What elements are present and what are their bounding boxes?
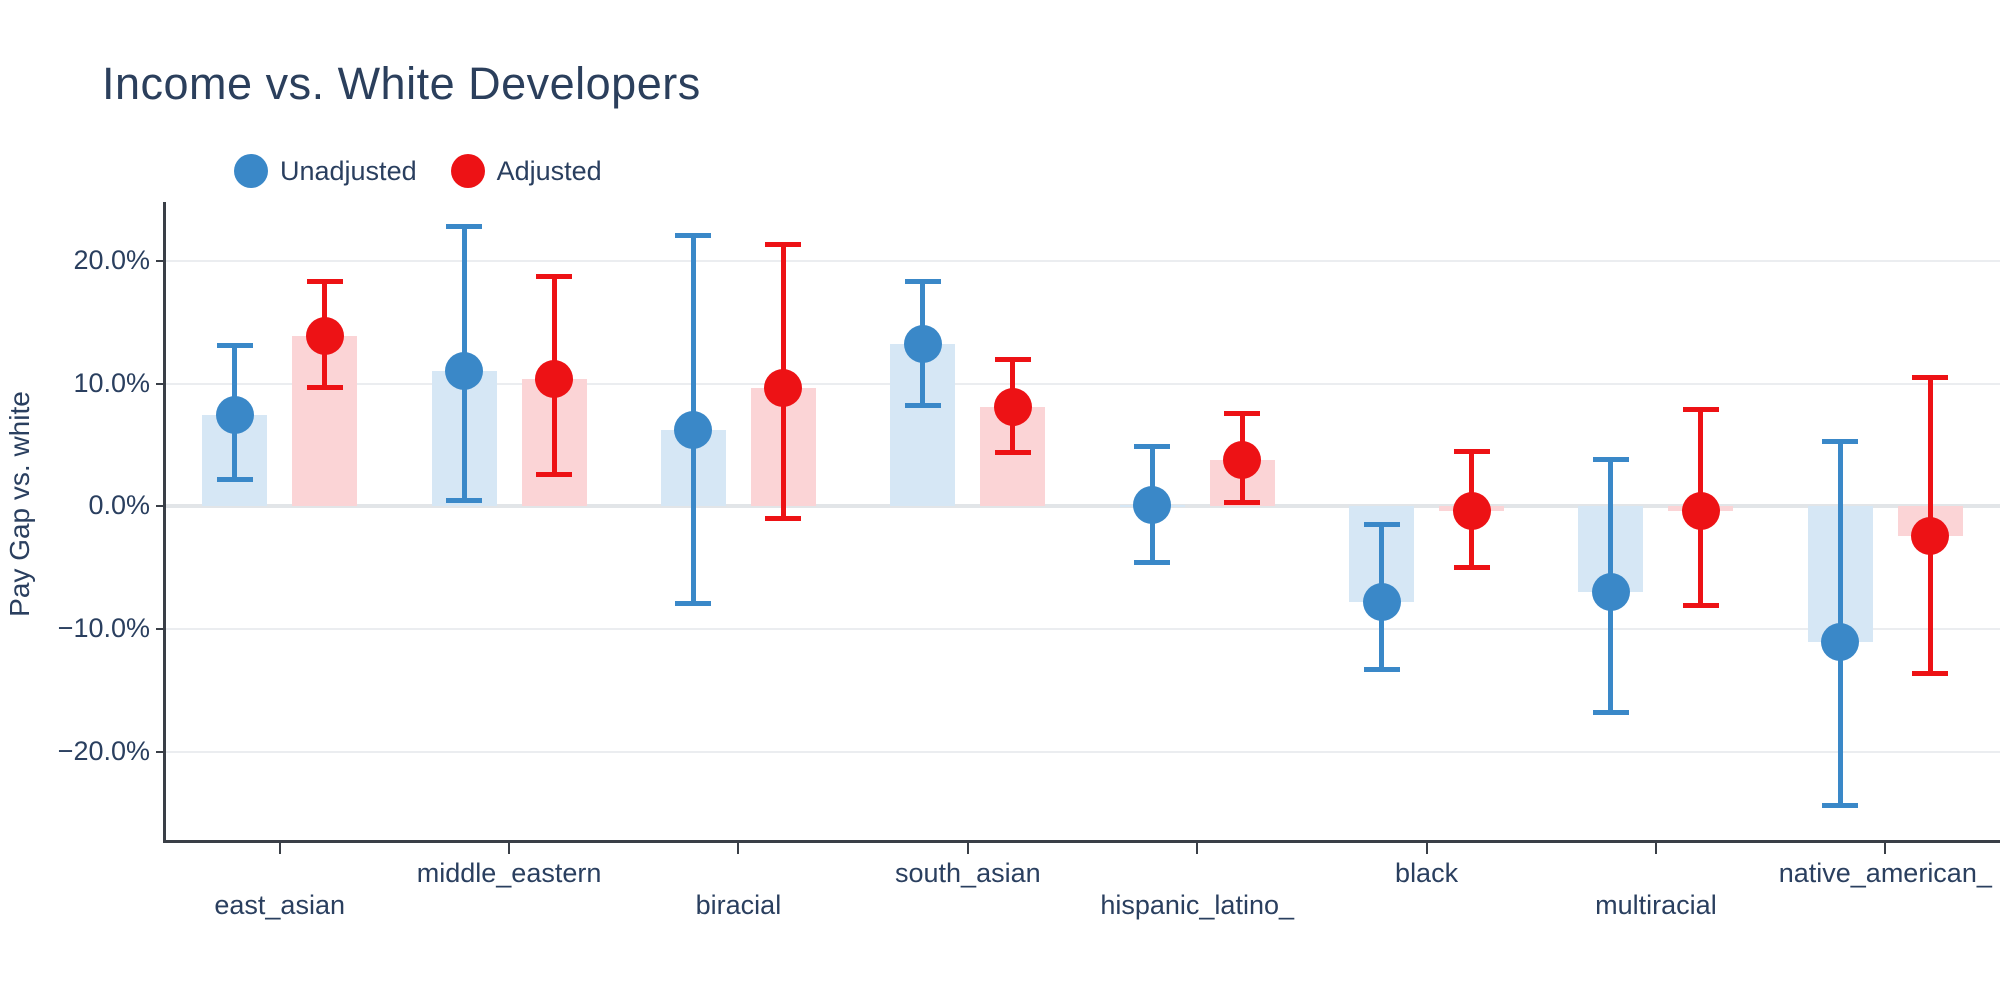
x-tick-mark: [508, 843, 511, 854]
y-tick-label: 20.0%: [73, 244, 150, 275]
x-tick-mark: [1425, 843, 1428, 854]
x-tick-label: east_asian: [214, 890, 345, 920]
adjusted-data-point: [1681, 492, 1720, 531]
error-bar-cap-bottom: [1682, 603, 1719, 609]
error-bar-cap-bottom: [446, 497, 483, 503]
error-bar-line: [1837, 441, 1843, 806]
legend: Unadjusted Adjusted: [234, 153, 602, 189]
gridline: [165, 627, 2000, 630]
error-bar-cap-top: [536, 274, 573, 280]
gridline: [165, 750, 2000, 753]
error-bar-cap-top: [216, 343, 253, 349]
error-bar-cap-bottom: [216, 476, 253, 482]
legend-item-unadjusted[interactable]: Unadjusted: [234, 154, 417, 188]
unadjusted-data-point: [1821, 623, 1860, 662]
error-bar-cap-bottom: [1453, 565, 1490, 571]
legend-label-adjusted: Adjusted: [496, 155, 602, 186]
y-tick-label: −10.0%: [57, 612, 150, 643]
adjusted-marker-icon: [450, 154, 485, 188]
error-bar-cap-top: [1592, 457, 1629, 463]
legend-item-adjusted[interactable]: Adjusted: [450, 154, 602, 188]
error-bar-cap-top: [765, 242, 802, 248]
x-tick-mark: [966, 843, 969, 854]
chart-title: Income vs. White Developers: [102, 58, 701, 109]
gridline: [165, 382, 2000, 385]
error-bar-cap-top: [1682, 406, 1719, 412]
adjusted-data-point: [1452, 492, 1491, 531]
error-bar-cap-bottom: [1224, 500, 1261, 506]
unadjusted-marker-icon: [234, 154, 268, 188]
error-bar-cap-bottom: [1592, 709, 1629, 715]
x-tick-mark: [1196, 843, 1199, 854]
error-bar-cap-top: [1224, 410, 1261, 416]
error-bar-cap-top: [446, 224, 483, 230]
x-tick-label: black: [1395, 858, 1459, 888]
gridline: [165, 259, 2000, 262]
x-tick-label: hispanic_latino_: [1100, 890, 1294, 920]
error-bar-cap-bottom: [536, 471, 573, 477]
unadjusted-data-point: [1591, 573, 1630, 612]
error-bar-cap-bottom: [1134, 560, 1171, 566]
x-tick-label: multiracial: [1595, 890, 1717, 920]
unadjusted-data-point: [1133, 486, 1172, 525]
x-tick-label: south_asian: [895, 858, 1041, 888]
error-bar-cap-top: [1134, 443, 1171, 449]
y-tick-label: 0.0%: [88, 490, 150, 521]
error-bar-cap-top: [1363, 522, 1400, 528]
y-tick-mark: [156, 259, 165, 262]
y-tick-mark: [156, 750, 165, 753]
error-bar-cap-bottom: [1912, 670, 1949, 676]
x-axis-spine: [163, 840, 2000, 843]
y-tick-mark: [156, 627, 165, 630]
error-bar-cap-top: [1453, 448, 1490, 454]
error-bar-cap-bottom: [675, 600, 712, 606]
adjusted-data-point: [1223, 440, 1262, 479]
zero-gridline: [165, 504, 2000, 509]
y-tick-label: −20.0%: [57, 735, 150, 766]
unadjusted-data-point: [445, 352, 484, 391]
x-tick-mark: [1884, 843, 1887, 854]
x-tick-mark: [1654, 843, 1657, 854]
error-bar-cap-top: [306, 279, 343, 285]
unadjusted-data-point: [674, 411, 713, 450]
legend-label-unadjusted: Unadjusted: [280, 155, 417, 186]
x-tick-label: native_american_: [1778, 858, 1992, 888]
adjusted-data-point: [305, 316, 344, 355]
error-bar-cap-bottom: [994, 449, 1031, 455]
error-bar-cap-bottom: [1363, 666, 1400, 672]
adjusted-data-point: [1911, 516, 1950, 555]
error-bar-cap-top: [1912, 374, 1949, 380]
x-tick-mark: [278, 843, 281, 854]
y-tick-mark: [156, 505, 165, 508]
unadjusted-data-point: [215, 396, 254, 435]
x-tick-label: biracial: [695, 890, 782, 920]
adjusted-data-point: [535, 359, 574, 398]
error-bar-cap-top: [675, 232, 712, 238]
error-bar-cap-top: [994, 356, 1031, 362]
error-bar-cap-top: [1822, 438, 1859, 444]
unadjusted-data-point: [1362, 582, 1401, 621]
error-bar-cap-bottom: [904, 403, 941, 409]
adjusted-data-point: [764, 369, 803, 408]
y-tick-mark: [156, 382, 165, 385]
x-tick-label: middle_eastern: [416, 858, 602, 888]
unadjusted-data-point: [903, 325, 942, 364]
x-tick-mark: [737, 843, 740, 854]
error-bar-cap-bottom: [1822, 803, 1859, 809]
error-bar-cap-bottom: [765, 516, 802, 522]
error-bar-cap-top: [904, 279, 941, 285]
adjusted-data-point: [993, 387, 1032, 426]
error-bar-cap-bottom: [306, 384, 343, 390]
y-tick-label: 10.0%: [73, 367, 150, 398]
y-axis-spine: [163, 202, 166, 842]
